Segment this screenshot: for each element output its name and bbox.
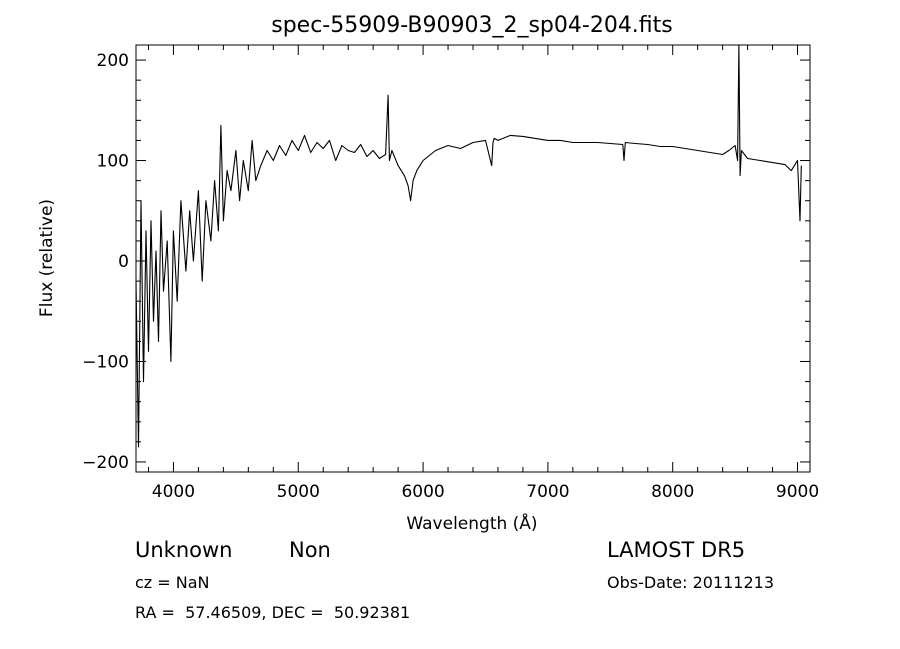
y-tick-label-2: 0 (118, 252, 129, 272)
x-tick-label-3: 7000 (526, 482, 569, 502)
y-tick-label-0: −200 (82, 453, 129, 473)
y-tick-label-4: 200 (97, 51, 129, 71)
survey-name: LAMOST DR5 (607, 538, 746, 562)
y-tick-label-3: 100 (97, 152, 129, 172)
plot-frame (135, 44, 811, 473)
object-class: Unknown (135, 538, 233, 562)
observation-date: Obs-Date: 20111213 (607, 573, 775, 592)
x-tick-label-2: 6000 (401, 482, 444, 502)
axes-frame (135, 44, 811, 473)
sky-coordinates: RA = 57.46509, DEC = 50.92381 (135, 603, 411, 622)
object-subclass: Non (289, 538, 331, 562)
y-axis-label: Flux (relative) (37, 199, 57, 317)
axis-ticks (136, 45, 810, 472)
spectrum-line-0 (135, 44, 802, 448)
redshift-cz: cz = NaN (135, 573, 210, 592)
tick-labels: 4000 5000 6000 7000 8000 9000 −200 −100 0 100 200 (82, 51, 819, 502)
x-tick-label-5: 9000 (776, 482, 819, 502)
series-group (135, 44, 802, 448)
x-tick-label-4: 8000 (651, 482, 694, 502)
x-axis-label: Wavelength (Å) (406, 512, 537, 534)
x-tick-label-1: 5000 (277, 482, 320, 502)
chart-title: spec-55909-B90903_2_sp04-204.fits (271, 13, 673, 38)
x-tick-label-0: 4000 (152, 482, 195, 502)
y-tick-label-1: −100 (82, 352, 129, 372)
